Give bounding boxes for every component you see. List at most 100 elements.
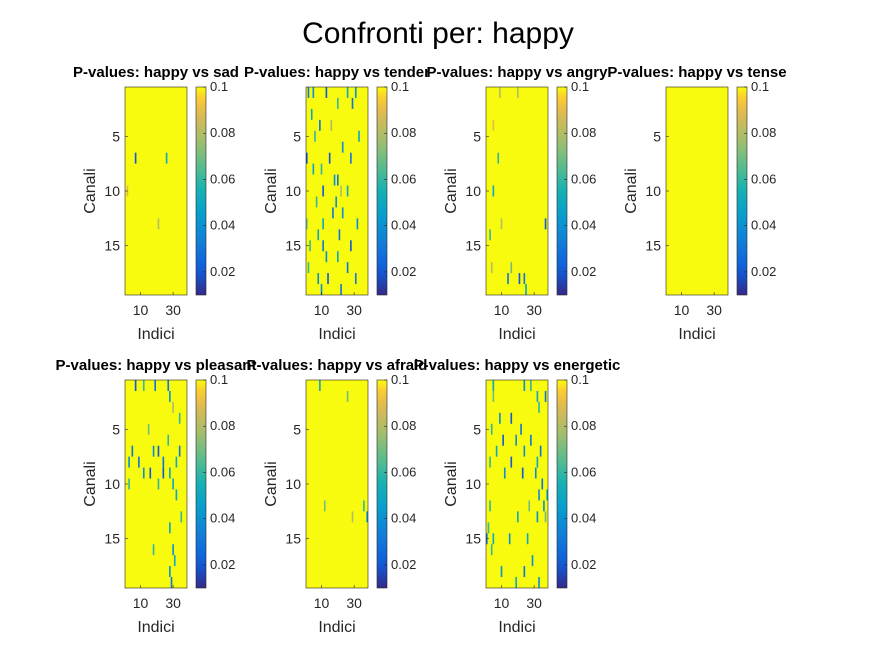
heatmap-cell — [341, 207, 344, 219]
y-tick-label: 10 — [465, 476, 481, 492]
colorbar-tick-label: 0.02 — [210, 557, 235, 572]
heatmap-cell — [492, 119, 495, 131]
heatmap-cell — [169, 467, 171, 479]
heatmap-cell — [539, 445, 542, 457]
heatmap-cell — [523, 273, 526, 285]
subplot-title: P-values: happy vs angry — [427, 64, 609, 81]
colorbar-tick-label: 0.04 — [391, 511, 416, 526]
colorbar-tick-label: 0.1 — [210, 79, 228, 94]
y-tick-label: 10 — [645, 183, 661, 199]
heatmap-background — [125, 87, 187, 295]
x-tick-label: 30 — [346, 302, 362, 318]
y-tick-label: 15 — [285, 238, 301, 254]
heatmap-cell — [307, 87, 310, 98]
x-axis-label: Indici — [137, 326, 174, 343]
heatmap-cell — [320, 284, 323, 295]
colorbar-tick-label: 0.06 — [571, 171, 596, 186]
heatmap-cell — [307, 262, 310, 274]
heatmap-cell — [531, 555, 534, 567]
heatmap-cell — [489, 456, 491, 468]
heatmap-cell — [538, 401, 540, 413]
colorbar-tick-label: 0.08 — [210, 125, 235, 140]
colorbar — [736, 86, 748, 296]
colorbar-tick-label: 0.02 — [391, 557, 416, 572]
heatmap-cell — [497, 152, 500, 164]
colorbar-tick-label: 0.1 — [571, 372, 589, 387]
heatmap-cell — [169, 566, 171, 578]
x-tick-label: 30 — [346, 595, 362, 611]
x-tick-label: 10 — [133, 595, 149, 611]
heatmap-cell — [495, 445, 498, 457]
subplot: P-values: happy vs angry 5 10 15 10 30 Indici C… — [427, 64, 609, 343]
heatmap-cell — [142, 467, 145, 479]
heatmap-cell — [172, 478, 174, 490]
heatmap-cell — [180, 511, 183, 523]
y-tick-label: 5 — [112, 128, 120, 144]
heatmap-cell — [544, 218, 547, 230]
heatmap-cell — [356, 218, 359, 230]
heatmap-cell — [536, 456, 539, 468]
heatmap-cell — [337, 251, 339, 263]
subplot-title: P-values: happy vs pleasant — [56, 357, 257, 374]
heatmap-cell — [306, 218, 308, 230]
colorbar-tick-label: 0.06 — [391, 464, 416, 479]
colorbar-tick-label: 0.1 — [210, 372, 228, 387]
panels: P-values: happy vs sad 5 10 15 10 30 Indici Can… — [56, 64, 787, 636]
heatmap-cell — [363, 500, 365, 512]
y-tick-label: 5 — [473, 128, 481, 144]
heatmap-cell — [541, 478, 544, 490]
colorbar-tick-label: 0.02 — [210, 264, 235, 279]
colorbar-tick-label: 0.06 — [210, 171, 235, 186]
heatmap-cell — [487, 522, 490, 534]
heatmap-cell — [138, 456, 140, 468]
x-tick-label: 30 — [706, 302, 722, 318]
heatmap-cell — [538, 577, 540, 588]
x-tick-label: 30 — [165, 302, 181, 318]
heatmap-background — [306, 87, 368, 295]
x-axis-label: Indici — [318, 619, 355, 636]
heatmap-cell — [354, 87, 357, 98]
heatmap-cell — [350, 240, 352, 252]
heatmap-cell — [354, 273, 357, 285]
heatmap-cell — [530, 434, 532, 446]
heatmap-cell — [323, 500, 326, 512]
heatmap-cell — [346, 262, 349, 274]
heatmap-cell — [154, 380, 156, 391]
heatmap-cell — [312, 87, 315, 98]
heatmap-cell — [338, 229, 341, 241]
colorbar-tick-label: 0.08 — [571, 125, 596, 140]
colorbar-tick-label: 0.08 — [751, 125, 776, 140]
y-tick-label: 10 — [285, 476, 301, 492]
heatmap-cell — [515, 577, 517, 588]
heatmap-cell — [528, 500, 531, 512]
heatmap-cell — [330, 119, 333, 131]
subplot: P-values: happy vs sad 5 10 15 10 30 Indici Can… — [73, 64, 239, 343]
heatmap-cell — [523, 566, 526, 578]
y-axis-label: Canali — [623, 168, 640, 213]
heatmap-cell — [507, 273, 509, 285]
heatmap-cell — [157, 218, 160, 230]
heatmap-cell — [536, 390, 539, 402]
colorbar-tick-label: 0.06 — [751, 171, 776, 186]
subplot: P-values: happy vs pleasant 5 10 15 10 30 Indi… — [56, 357, 257, 636]
heatmap-cell — [490, 423, 493, 435]
subplot: P-values: happy vs tender 5 10 15 10 30 Indici… — [244, 64, 430, 343]
heatmap-cell — [165, 152, 168, 164]
heatmap-cell — [337, 97, 339, 109]
y-axis-label: Canali — [263, 168, 280, 213]
heatmap-cell — [546, 489, 548, 501]
heatmap-cell — [500, 566, 503, 578]
y-axis-label: Canali — [82, 461, 99, 506]
heatmap-cell — [510, 412, 513, 424]
heatmap-cell — [500, 218, 503, 230]
heatmap-cell — [309, 240, 311, 252]
heatmap-cell — [142, 380, 145, 391]
heatmap-cell — [170, 577, 173, 588]
heatmap-cell — [358, 130, 360, 142]
heatmap-cell — [490, 262, 493, 274]
heatmap-cell — [175, 456, 178, 468]
heatmap-cell — [152, 445, 155, 457]
heatmap-cell — [157, 478, 160, 490]
heatmap-cell — [320, 163, 323, 175]
heatmap-background — [486, 87, 548, 295]
